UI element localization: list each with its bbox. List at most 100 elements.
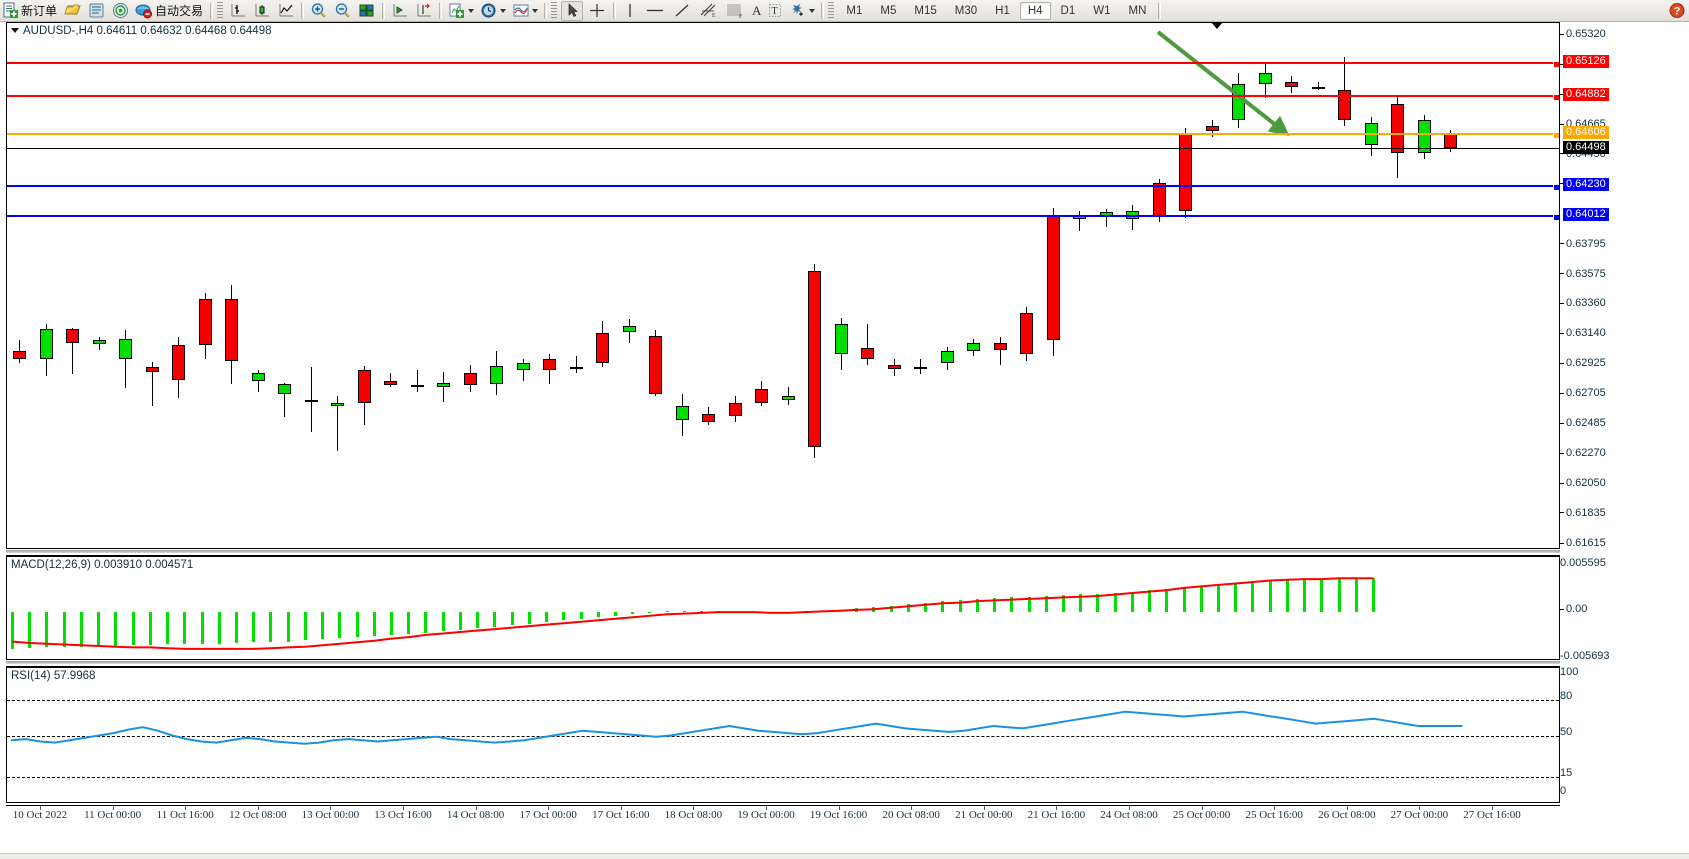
macd-pane[interactable]: MACD(12,26,9) 0.003910 0.004571 <box>6 555 1560 660</box>
macd-histogram-bar <box>303 612 307 641</box>
market-watch-button[interactable] <box>62 1 84 21</box>
time-axis-tickmark <box>1419 806 1421 810</box>
candlestick <box>198 23 212 548</box>
price-level-line-0.65126[interactable] <box>7 60 1559 68</box>
macd-histogram-bar <box>1199 585 1203 613</box>
level-handle-icon[interactable] <box>1553 132 1559 140</box>
price-level-line-0.64498[interactable] <box>7 147 1559 149</box>
price-level-line-0.64606[interactable] <box>7 132 1559 140</box>
level-handle-icon[interactable] <box>1553 94 1559 102</box>
timeframe-m1[interactable]: M1 <box>846 4 863 17</box>
timeframe-w1[interactable]: W1 <box>1093 4 1111 17</box>
candlestick <box>1391 23 1404 548</box>
macd-histogram-bar <box>648 612 652 614</box>
level-handle-icon[interactable] <box>1553 183 1559 191</box>
price-label-resistance-1[interactable]: 0.64882 <box>1563 88 1609 102</box>
timeframe-mn[interactable]: MN <box>1128 4 1147 17</box>
price-label-resistance-2[interactable]: 0.65126 <box>1563 54 1609 68</box>
navigator-button[interactable] <box>110 1 132 21</box>
macd-histogram-bar <box>889 605 893 613</box>
text-label-tool[interactable]: T <box>765 1 785 21</box>
candle-wick <box>151 361 153 406</box>
toolbar-grip[interactable] <box>217 2 224 19</box>
candlestick <box>1285 23 1298 548</box>
price-label-support-2[interactable]: 0.64012 <box>1563 207 1609 221</box>
down-trend-arrow[interactable] <box>1156 30 1290 136</box>
periods-button[interactable] <box>478 1 508 21</box>
price-label-support-1[interactable]: 0.64230 <box>1563 177 1609 191</box>
new-order-button[interactable]: 新订单 <box>1 1 60 21</box>
chart-shift-button[interactable] <box>413 1 435 21</box>
time-axis-tickmark <box>185 806 187 810</box>
price-axis[interactable]: 0.653200.651000.648820.646650.644500.642… <box>1560 22 1689 859</box>
time-axis-tick: 26 Oct 08:00 <box>1318 809 1376 821</box>
bar-chart-button[interactable] <box>227 1 249 21</box>
candlestick <box>1417 23 1431 548</box>
candle-body-bullish <box>834 323 848 354</box>
macd-histogram-bar <box>476 612 480 629</box>
price-pane[interactable]: AUDUSD-,H4 0.64611 0.64632 0.64468 0.644… <box>6 22 1560 549</box>
price-label-current-price[interactable]: 0.64498 <box>1563 140 1609 154</box>
zoom-in-button[interactable] <box>308 1 330 21</box>
time-axis-tick: 11 Oct 16:00 <box>156 809 214 821</box>
pane-divider-1[interactable] <box>6 550 1560 553</box>
text-tool[interactable]: A <box>750 1 763 21</box>
chevron-down-icon-2[interactable] <box>500 8 507 13</box>
macd-histogram-bar <box>338 612 342 638</box>
pane-divider-2[interactable] <box>6 661 1560 664</box>
macd-histogram-bar <box>355 612 359 638</box>
toolbar-grip-2[interactable] <box>551 2 558 19</box>
macd-histogram-bar <box>166 612 170 645</box>
candle-wick <box>390 372 391 387</box>
candle-wick <box>443 371 444 402</box>
shapes-tool[interactable] <box>787 1 817 21</box>
level-handle-icon[interactable] <box>1553 213 1559 221</box>
collapse-caret-icon[interactable] <box>11 28 19 33</box>
fibonacci-retracement-tool[interactable]: F <box>722 1 748 21</box>
line-chart-button[interactable] <box>275 1 297 21</box>
level-handle-icon[interactable] <box>1553 60 1559 68</box>
trendline-tool[interactable] <box>670 1 694 21</box>
indicators-button[interactable] <box>446 1 476 21</box>
timeframe-d1[interactable]: D1 <box>1060 4 1076 17</box>
auto-trading-button[interactable]: 自动交易 <box>134 1 206 21</box>
timeframe-h4[interactable]: H4 <box>1019 1 1051 20</box>
candle-body-bearish <box>357 370 371 404</box>
vertical-line-tool[interactable] <box>620 1 640 21</box>
macd-histogram-bar <box>183 612 187 645</box>
cursor-tool[interactable] <box>561 0 584 21</box>
price-level-line-0.64882[interactable] <box>7 94 1559 102</box>
timeframe-m5[interactable]: M5 <box>880 4 897 17</box>
equidistant-channel-tool[interactable]: E <box>696 1 720 21</box>
data-window-button[interactable] <box>86 1 108 21</box>
candlestick <box>384 23 397 548</box>
new-order-label: 新订单 <box>21 4 58 18</box>
chevron-down-icon-4[interactable] <box>809 8 816 13</box>
auto-scroll-button[interactable] <box>389 1 411 21</box>
chart-scroll-caret[interactable] <box>1211 22 1223 29</box>
zoom-out-button[interactable] <box>332 1 354 21</box>
templates-button[interactable] <box>510 1 540 21</box>
time-axis[interactable]: 10 Oct 2022 11 Oct 00:00 11 Oct 16:00 12 Oc… <box>6 805 1560 827</box>
rsi-pane[interactable]: RSI(14) 57.9968 <box>6 666 1560 803</box>
time-axis-tick: 17 Oct 00:00 <box>519 809 577 821</box>
candle-body-bearish <box>755 389 768 404</box>
candlestick-chart-button[interactable] <box>251 1 273 21</box>
chevron-down-icon-3[interactable] <box>532 8 539 13</box>
timeframe-m15[interactable]: M15 <box>914 4 937 17</box>
help-button[interactable]: ? <box>1666 1 1688 21</box>
candle-body-bearish <box>887 364 901 369</box>
toolbar-grip-3[interactable] <box>828 2 835 19</box>
price-level-line-0.64012[interactable] <box>7 213 1559 221</box>
price-level-line-0.64230[interactable] <box>7 183 1559 191</box>
chevron-down-icon[interactable] <box>468 8 475 13</box>
candle-body-bullish <box>569 367 583 370</box>
price-label-pivot[interactable]: 0.64606 <box>1563 126 1609 140</box>
candlestick <box>649 23 662 548</box>
crosshair-tool[interactable] <box>585 1 609 21</box>
timeframe-m30[interactable]: M30 <box>954 4 978 17</box>
timeframe-h1[interactable]: H1 <box>995 4 1010 17</box>
horizontal-line-tool[interactable] <box>642 1 668 21</box>
tile-windows-button[interactable] <box>356 1 378 21</box>
candlestick <box>702 23 715 548</box>
